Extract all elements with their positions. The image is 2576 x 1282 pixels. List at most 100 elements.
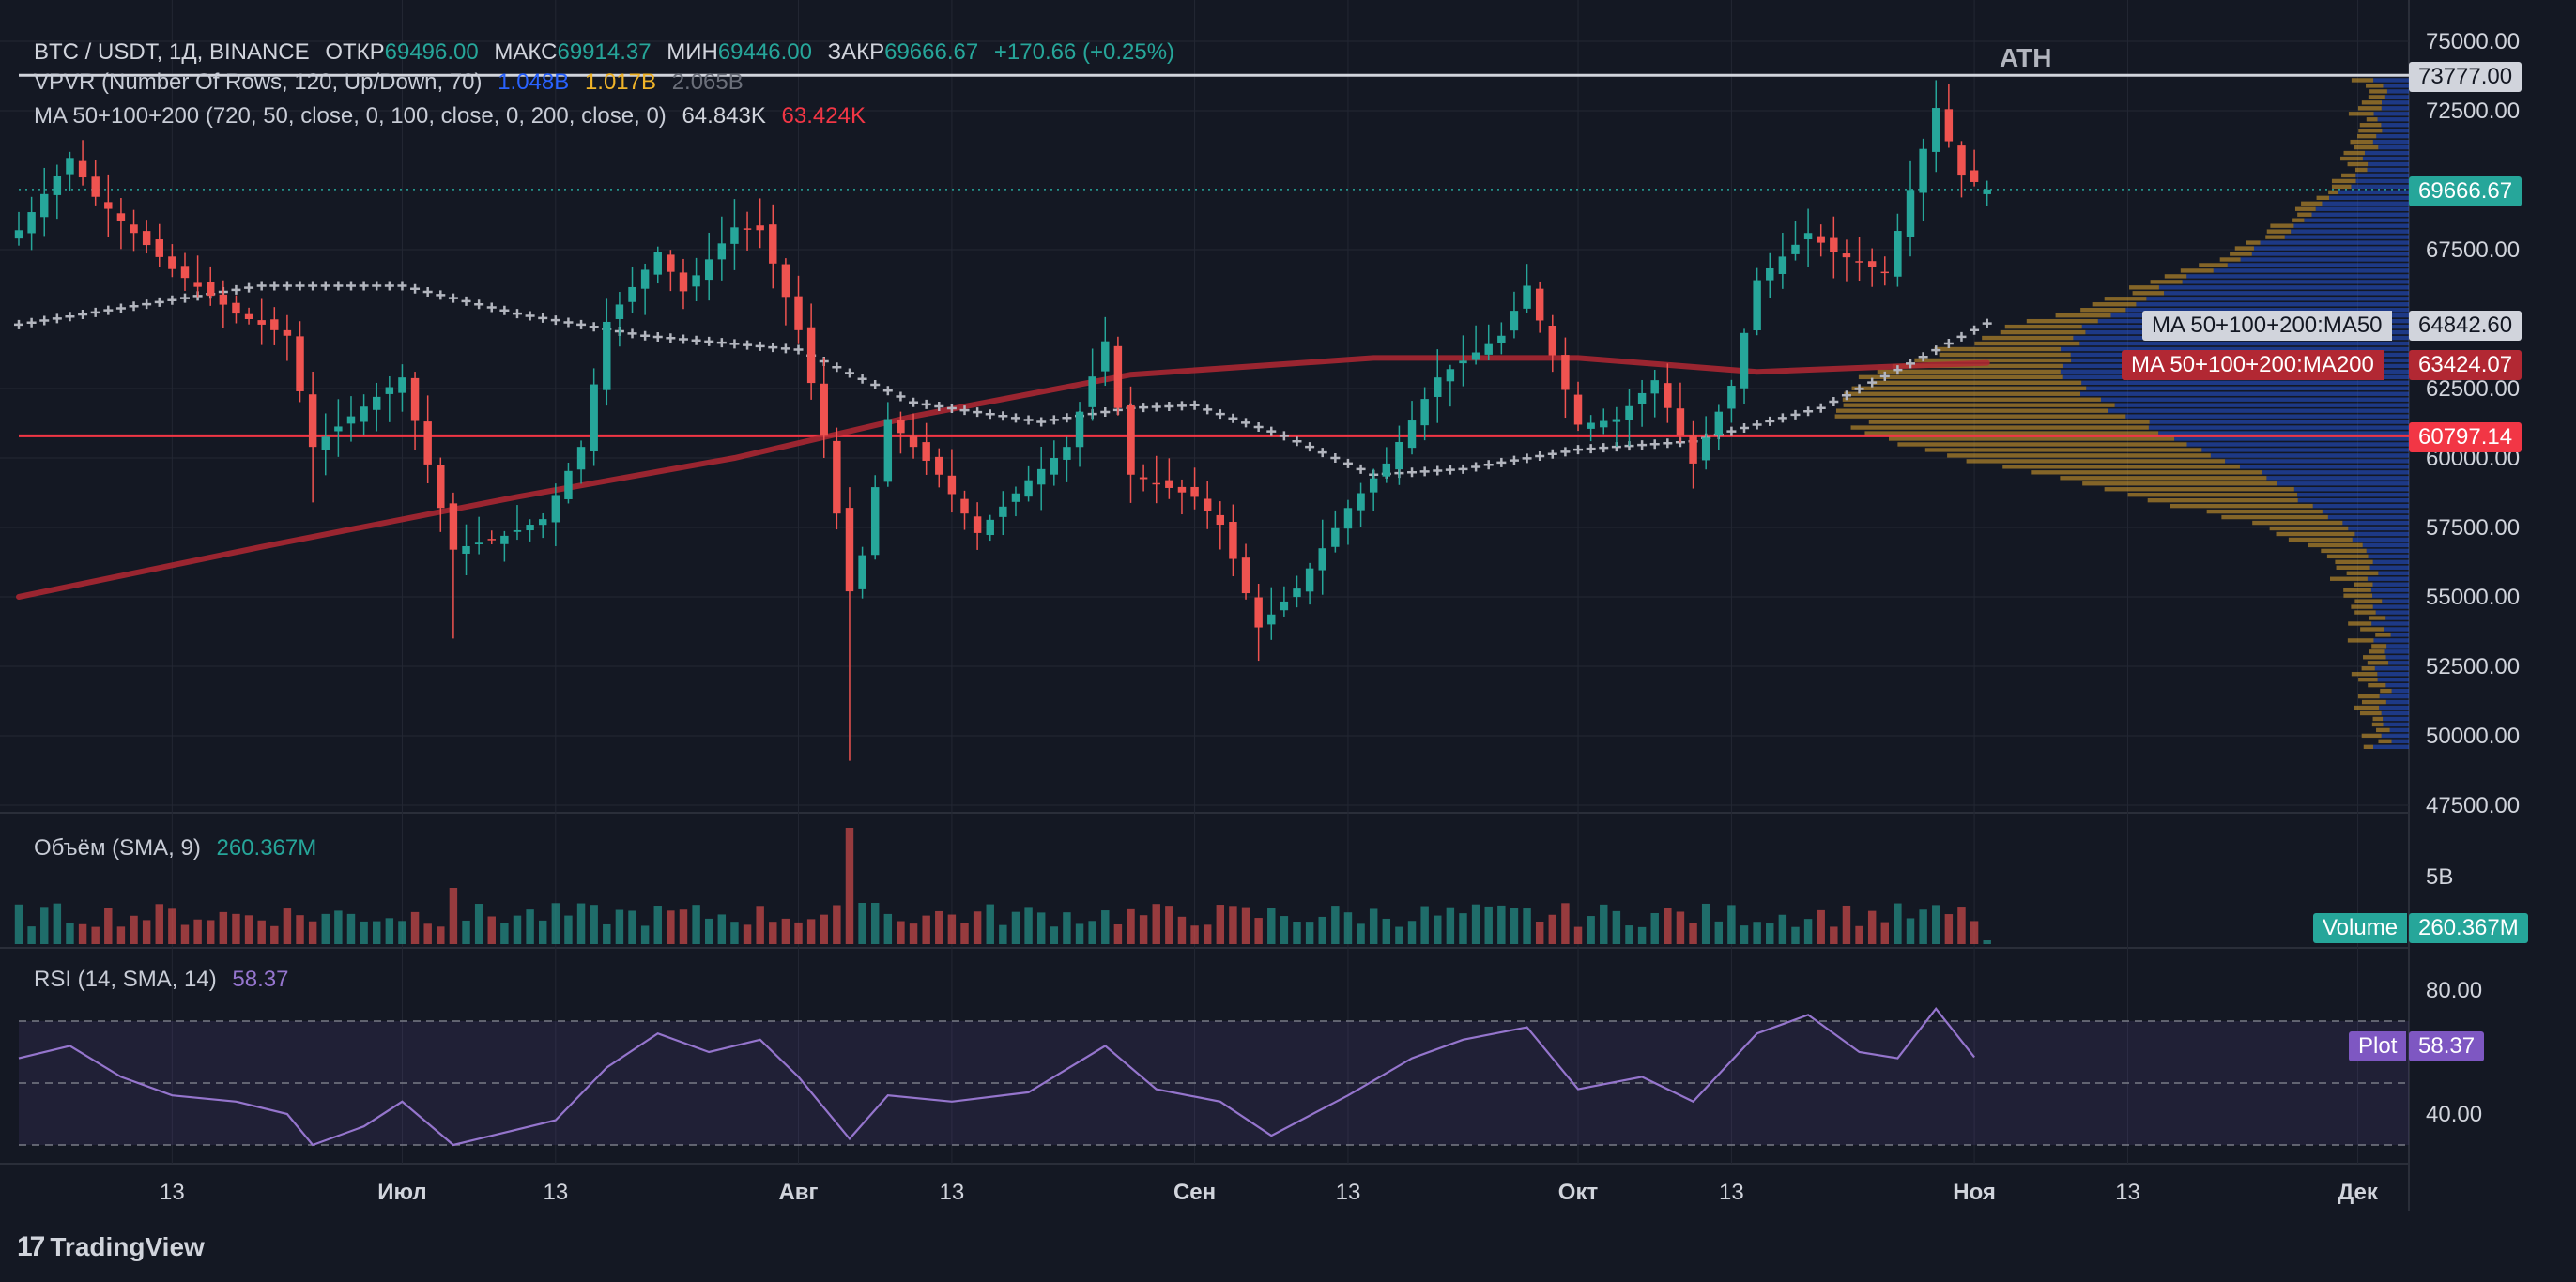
vp-down-row xyxy=(2219,257,2241,262)
volume-bar xyxy=(1894,903,1902,944)
vp-down-row xyxy=(1897,442,2187,447)
footer-brand[interactable]: 17 TradingView xyxy=(17,1231,205,1263)
volume-bar xyxy=(257,920,266,944)
vp-down-row xyxy=(2266,229,2292,234)
ma50-marker xyxy=(882,386,893,396)
volume-bar xyxy=(1101,910,1110,944)
volume-tick-label: 5B xyxy=(2426,864,2453,890)
volume-legend[interactable]: Объём (SMA, 9) 260.367M xyxy=(34,835,326,862)
time-tick-label: 13 xyxy=(1719,1180,1744,1205)
volume-bar xyxy=(538,920,547,944)
vp-down-row xyxy=(2354,599,2383,603)
volume-label: Объём (SMA, 9) xyxy=(34,835,201,861)
vp-up-row xyxy=(2351,184,2409,190)
candle-body xyxy=(1165,480,1173,488)
vp-down-row xyxy=(2252,520,2343,526)
ma50-marker xyxy=(1586,444,1596,454)
volume-bar xyxy=(743,924,752,944)
vp-up-row xyxy=(2210,453,2409,458)
candle-body xyxy=(1088,376,1096,407)
vp-up-row xyxy=(2262,470,2409,475)
ma50-marker xyxy=(1893,365,1903,375)
price-tick-label: 67500.00 xyxy=(2426,237,2520,263)
ma50-marker xyxy=(486,302,497,313)
vp-up-row xyxy=(2186,274,2409,279)
vp-down-row xyxy=(2369,616,2386,620)
ma50-marker xyxy=(1803,406,1814,417)
vp-up-row xyxy=(2381,710,2409,716)
candle-body xyxy=(1267,614,1276,625)
ma50-marker xyxy=(1445,465,1455,475)
ma50-marker xyxy=(1522,453,1532,464)
ma200-price-tag: 63424.07 xyxy=(2409,350,2522,380)
vp-up-row xyxy=(2312,503,2409,509)
ma50-marker xyxy=(1982,318,1992,328)
vp-up-row xyxy=(2315,206,2409,211)
vpvr-legend[interactable]: VPVR (Number Of Rows, 120, Up/Down, 70) … xyxy=(34,69,753,96)
vp-up-row xyxy=(2369,565,2409,570)
candle-body xyxy=(935,456,943,475)
ma50-marker xyxy=(1036,417,1047,427)
candle-body xyxy=(487,539,496,541)
candle-body xyxy=(513,529,522,532)
ma200-name-tag: MA 50+100+200:MA200 xyxy=(2122,350,2384,380)
ma50-marker xyxy=(1573,445,1584,455)
vp-down-row xyxy=(1888,436,2175,441)
vp-up-row xyxy=(2327,514,2409,520)
volume-value: 260.367M xyxy=(216,835,317,861)
candle-body xyxy=(717,243,727,260)
volume-bar xyxy=(244,915,253,944)
candle-body xyxy=(474,542,483,544)
vp-down-row xyxy=(2150,280,2183,284)
vp-down-row xyxy=(1844,391,2081,396)
ma50-marker xyxy=(896,391,906,402)
vp-up-row xyxy=(2372,593,2409,598)
axis-labels: 75000.0072500.0067500.0062500.0060000.00… xyxy=(160,29,2520,1205)
ma50-marker xyxy=(780,343,790,354)
ma50-marker xyxy=(1777,413,1787,423)
candle-body xyxy=(909,435,918,448)
candle-body xyxy=(1229,522,1237,559)
vp-down-row xyxy=(2031,470,2262,475)
vp-up-row xyxy=(2174,436,2409,441)
ma50-marker xyxy=(691,335,701,345)
candle-body xyxy=(1024,480,1033,497)
ma50-marker xyxy=(550,315,560,326)
vp-down-row xyxy=(2371,722,2384,727)
rsi-legend[interactable]: RSI (14, SMA, 14) 58.37 xyxy=(34,967,298,993)
volume-bar xyxy=(667,910,675,944)
candle-body xyxy=(1254,597,1263,628)
ma50-marker xyxy=(959,405,970,416)
candle-body xyxy=(78,160,87,178)
volume-bar xyxy=(986,904,994,944)
candle-body xyxy=(437,465,445,509)
vp-up-row xyxy=(2386,89,2409,94)
candle-body xyxy=(615,304,624,319)
vp-down-row xyxy=(2348,621,2372,626)
vp-up-row xyxy=(2061,346,2409,352)
candle-body xyxy=(1573,394,1583,425)
vp-down-row xyxy=(1843,403,2115,407)
vp-down-row xyxy=(2358,129,2383,133)
candle-body xyxy=(1970,170,1979,182)
volume-bar xyxy=(1446,907,1455,944)
ma50-marker xyxy=(154,297,164,307)
vp-up-row xyxy=(2385,616,2409,620)
symbol-title: BTC / USDT, 1Д, BINANCE xyxy=(34,39,310,65)
vp-up-row xyxy=(2125,414,2409,419)
candle-body xyxy=(104,202,113,209)
candle-body xyxy=(1791,244,1800,254)
ma50-marker xyxy=(1292,436,1302,447)
ma50-marker xyxy=(103,305,114,315)
volume-bar xyxy=(1216,905,1225,944)
volume-bar xyxy=(1957,907,1966,944)
volume-bar xyxy=(1254,918,1263,944)
ma50-marker xyxy=(474,299,484,310)
volume-bar xyxy=(1523,908,1531,944)
candle-body xyxy=(858,555,866,589)
vp-up-row xyxy=(2108,408,2409,413)
ma-legend[interactable]: MA 50+100+200 (720, 50, close, 0, 100, c… xyxy=(34,103,875,130)
vp-down-row xyxy=(2301,201,2323,206)
